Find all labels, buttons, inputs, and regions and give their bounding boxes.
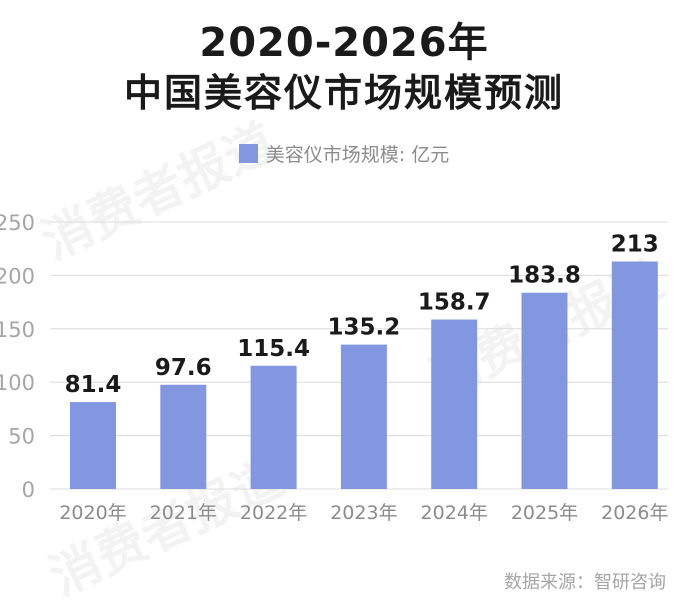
x-tick-label: 2020年 <box>59 502 126 524</box>
y-tick-label: 200 <box>0 264 35 288</box>
x-tick-label: 2024年 <box>421 502 488 524</box>
legend-label: 美容仪市场规模: 亿元 <box>265 144 450 166</box>
data-label: 97.6 <box>155 355 212 381</box>
legend: 美容仪市场规模: 亿元 <box>0 140 688 167</box>
bar <box>431 319 478 489</box>
y-tick-label: 50 <box>8 425 35 449</box>
data-label: 213 <box>611 232 659 258</box>
data-label: 115.4 <box>237 336 310 362</box>
data-label: 81.4 <box>65 372 122 398</box>
bar <box>340 344 387 489</box>
y-tick-label: 0 <box>22 478 35 502</box>
chart-title: 2020-2026年 <box>199 20 489 66</box>
y-tick-label: 150 <box>0 318 35 342</box>
data-label: 135.2 <box>328 315 401 341</box>
bar <box>70 402 116 489</box>
bar <box>250 365 297 489</box>
bar <box>611 261 658 489</box>
legend-swatch <box>238 144 258 163</box>
data-label: 183.8 <box>508 263 581 289</box>
x-tick-label: 2025年 <box>511 502 578 524</box>
x-tick-label: 2021年 <box>150 502 217 524</box>
source-note: 数据来源：智研咨询 <box>504 572 666 593</box>
data-label: 158.7 <box>418 290 491 316</box>
chart-subtitle: 中国美容仪市场规模预测 <box>123 71 564 115</box>
bar <box>160 384 207 489</box>
x-tick-label: 2023年 <box>330 502 397 524</box>
x-tick-label: 2026年 <box>601 502 668 524</box>
y-tick-label: 100 <box>0 371 35 395</box>
x-tick-label: 2022年 <box>240 502 307 524</box>
bar <box>521 292 568 489</box>
y-tick-label: 250 <box>0 211 35 235</box>
